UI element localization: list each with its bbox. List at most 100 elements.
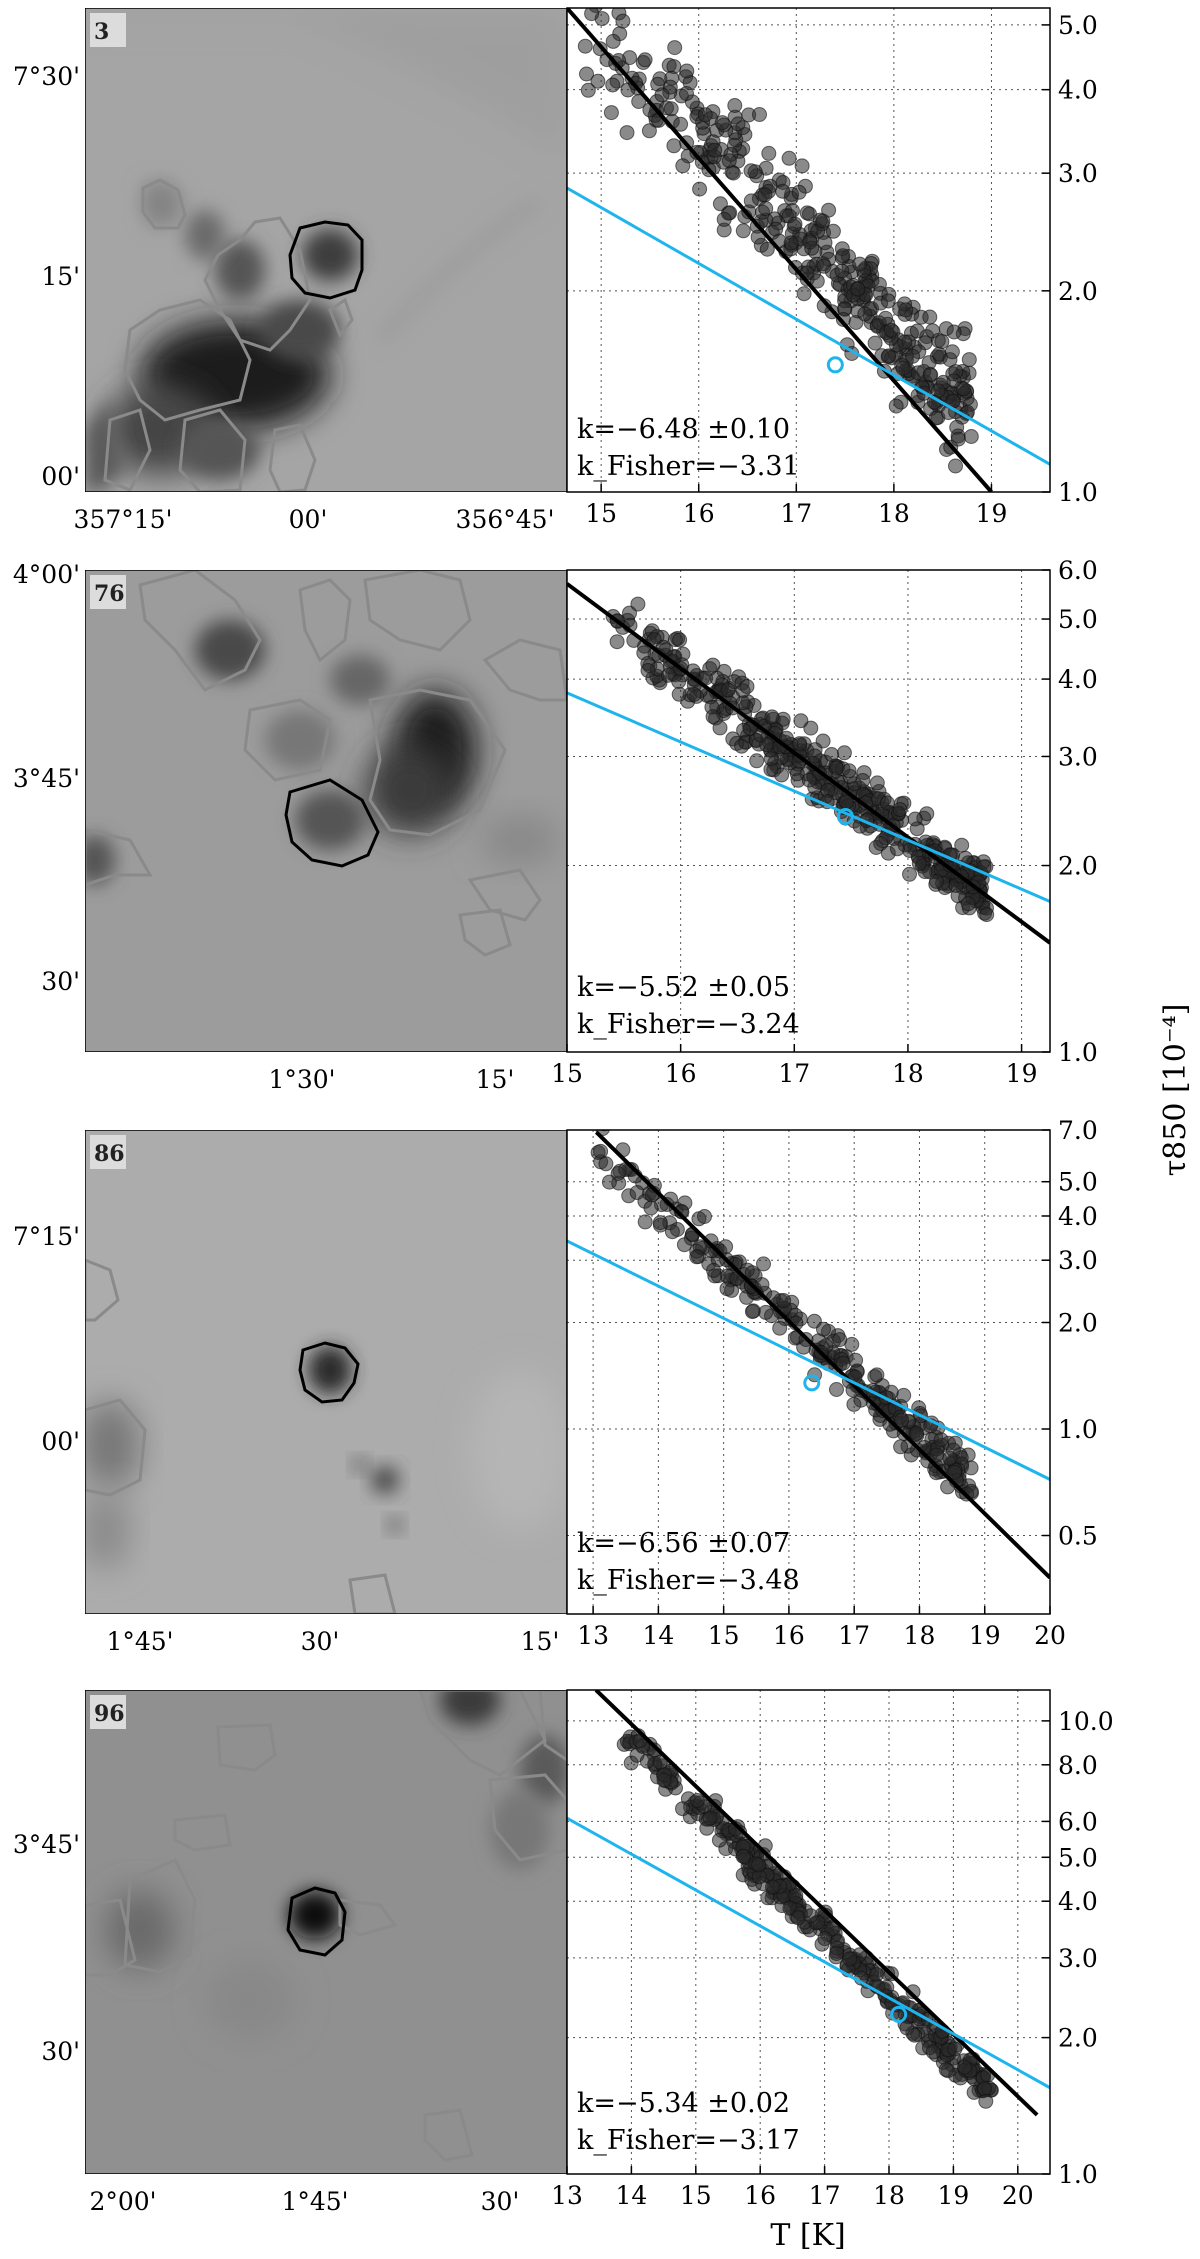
x-tick-label: 19 (976, 499, 1008, 528)
data-point (666, 138, 682, 154)
y-tick-label: 0.5 (1058, 1522, 1098, 1551)
fit-annotations: k=−6.48 ±0.10 k_Fisher=−3.31 k=−5.52 ±0.… (577, 414, 800, 2156)
data-point (702, 1810, 718, 1826)
fit-line (594, 1690, 1039, 2117)
fisher-fit-line (567, 186, 1050, 466)
x-tick-label: 19 (937, 2181, 969, 2210)
x-tick-label: 20 (1002, 2181, 1034, 2210)
data-point (686, 687, 702, 702)
data-point (809, 273, 825, 289)
data-point (848, 1352, 864, 1368)
selected-clump-contour (298, 1341, 360, 1404)
data-point (869, 775, 885, 791)
data-point (817, 235, 833, 251)
data-point (667, 40, 683, 56)
data-point (600, 0, 614, 5)
data-point (905, 1984, 921, 2000)
data-point (672, 632, 688, 648)
map-lat-tick: 00' (41, 1427, 80, 1456)
map-id-3: 3 (94, 19, 109, 45)
data-point (898, 302, 914, 318)
k-fisher-value: k_Fisher=−3.48 (577, 1565, 800, 1596)
data-point (743, 193, 759, 209)
plot-frame (566, 1689, 1051, 2175)
data-point (758, 1304, 774, 1320)
map-lat-tick: 4°00' (13, 560, 80, 589)
y-tick-label: 1.0 (1058, 2160, 1098, 2189)
data-point (736, 722, 752, 738)
map-id-86: 86 (94, 1141, 125, 1167)
fisher-fit-line (567, 1239, 1050, 1481)
data-point (584, 8, 600, 22)
data-point (764, 709, 780, 725)
y-tick-label: 10.0 (1058, 1707, 1114, 1736)
data-point (836, 745, 852, 761)
data-point (598, 1156, 614, 1172)
data-point (895, 360, 911, 376)
data-point (807, 748, 823, 764)
data-point (922, 366, 938, 382)
data-point (775, 183, 791, 199)
x-tick-label: 20 (1034, 1621, 1066, 1650)
x-tick-label: 14 (642, 1621, 674, 1650)
data-point (852, 256, 868, 272)
y-tick-label: 1.0 (1058, 1038, 1098, 1067)
data-point (925, 2044, 941, 2060)
data-point (825, 223, 841, 239)
data-point (799, 205, 815, 221)
k-fisher-value: k_Fisher=−3.31 (577, 451, 800, 482)
data-point (794, 158, 810, 174)
data-point (938, 2062, 954, 2078)
k-value: k=−6.56 ±0.07 (577, 1528, 790, 1559)
data-point (950, 431, 966, 447)
plot-frame (566, 1129, 1051, 1615)
k-fisher-value: k_Fisher=−3.17 (577, 2125, 800, 2156)
data-point (816, 1321, 831, 1337)
y-tick-label: 2.0 (1058, 2024, 1098, 2053)
data-point (867, 335, 883, 351)
x-tick-label: 18 (904, 1621, 936, 1650)
data-point (734, 738, 750, 754)
data-point (772, 1320, 788, 1336)
fisher-pivot-point (890, 2005, 908, 2023)
data-point (590, 73, 606, 89)
x-tick-label: 17 (809, 2181, 841, 2210)
data-point (727, 98, 743, 113)
data-point (600, 1130, 609, 1132)
x-tick-label: 15 (551, 1059, 583, 1088)
data-point (615, 13, 631, 29)
data-point (671, 674, 687, 689)
y-tick-label: 1.0 (1058, 1415, 1098, 1444)
data-point (817, 1931, 833, 1947)
data-point (907, 811, 923, 827)
data-point (922, 309, 938, 325)
map-lon-tick: 15' (476, 1065, 515, 1094)
data-point (756, 1256, 771, 1272)
data-point (944, 344, 960, 360)
data-point (828, 760, 844, 776)
data-point (781, 150, 797, 166)
data-point (697, 107, 713, 123)
data-point (671, 686, 687, 702)
selected-clump-contour (288, 220, 364, 300)
data-point (711, 1832, 727, 1848)
y-tick-label: 4.0 (1058, 665, 1098, 694)
map-coordinate-labels: 7°30' 15' 00' 357°15' 00' 356°45' 4°00' … (13, 62, 559, 2216)
data-point (656, 1772, 672, 1788)
data-point (846, 1396, 862, 1412)
plot-frame (566, 569, 1051, 1053)
data-point (929, 1447, 944, 1463)
data-point (793, 713, 809, 729)
data-point (692, 181, 708, 197)
scatter-panel-96: 13 14 15 16 17 18 19 20 1.0 2.0 3.0 4.0 5.0 6.0 8.0 10.… (551, 1689, 1114, 2210)
data-point (664, 1224, 680, 1240)
map-panel-86 (85, 1130, 567, 1614)
data-point (585, 8, 591, 9)
map-lat-tick: 00' (41, 462, 80, 491)
y-tick-label: 5.0 (1058, 1843, 1098, 1872)
data-point (934, 334, 950, 350)
data-point (652, 1215, 668, 1231)
data-point (629, 1185, 645, 1200)
fisher-fit-line (567, 1816, 1050, 2090)
